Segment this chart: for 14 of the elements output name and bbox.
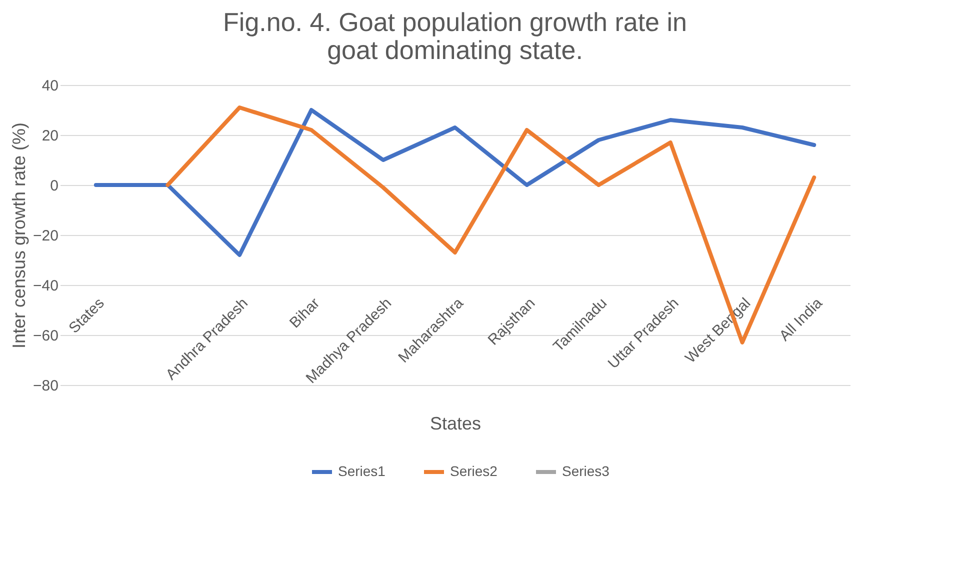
y-tick-label: 20 xyxy=(42,128,58,144)
y-tick-label: 40 xyxy=(42,78,58,94)
y-axis-title: Inter census growth rate (%) xyxy=(9,122,30,349)
y-tick-label: −40 xyxy=(33,278,58,294)
y-tick-label: −60 xyxy=(33,328,58,344)
x-axis-title: States xyxy=(430,414,482,434)
line-series xyxy=(94,108,816,257)
chart-title: Fig.no. 4. Goat population growth rate in goat dominating state. xyxy=(223,7,687,65)
y-tick-label: −20 xyxy=(33,228,58,244)
legend-label: Series1 xyxy=(338,463,386,479)
legend-label: Series3 xyxy=(562,463,610,479)
y-tick-label: 0 xyxy=(50,178,58,194)
y-tick-label: −80 xyxy=(33,378,58,394)
legend-label: Series2 xyxy=(450,463,498,479)
